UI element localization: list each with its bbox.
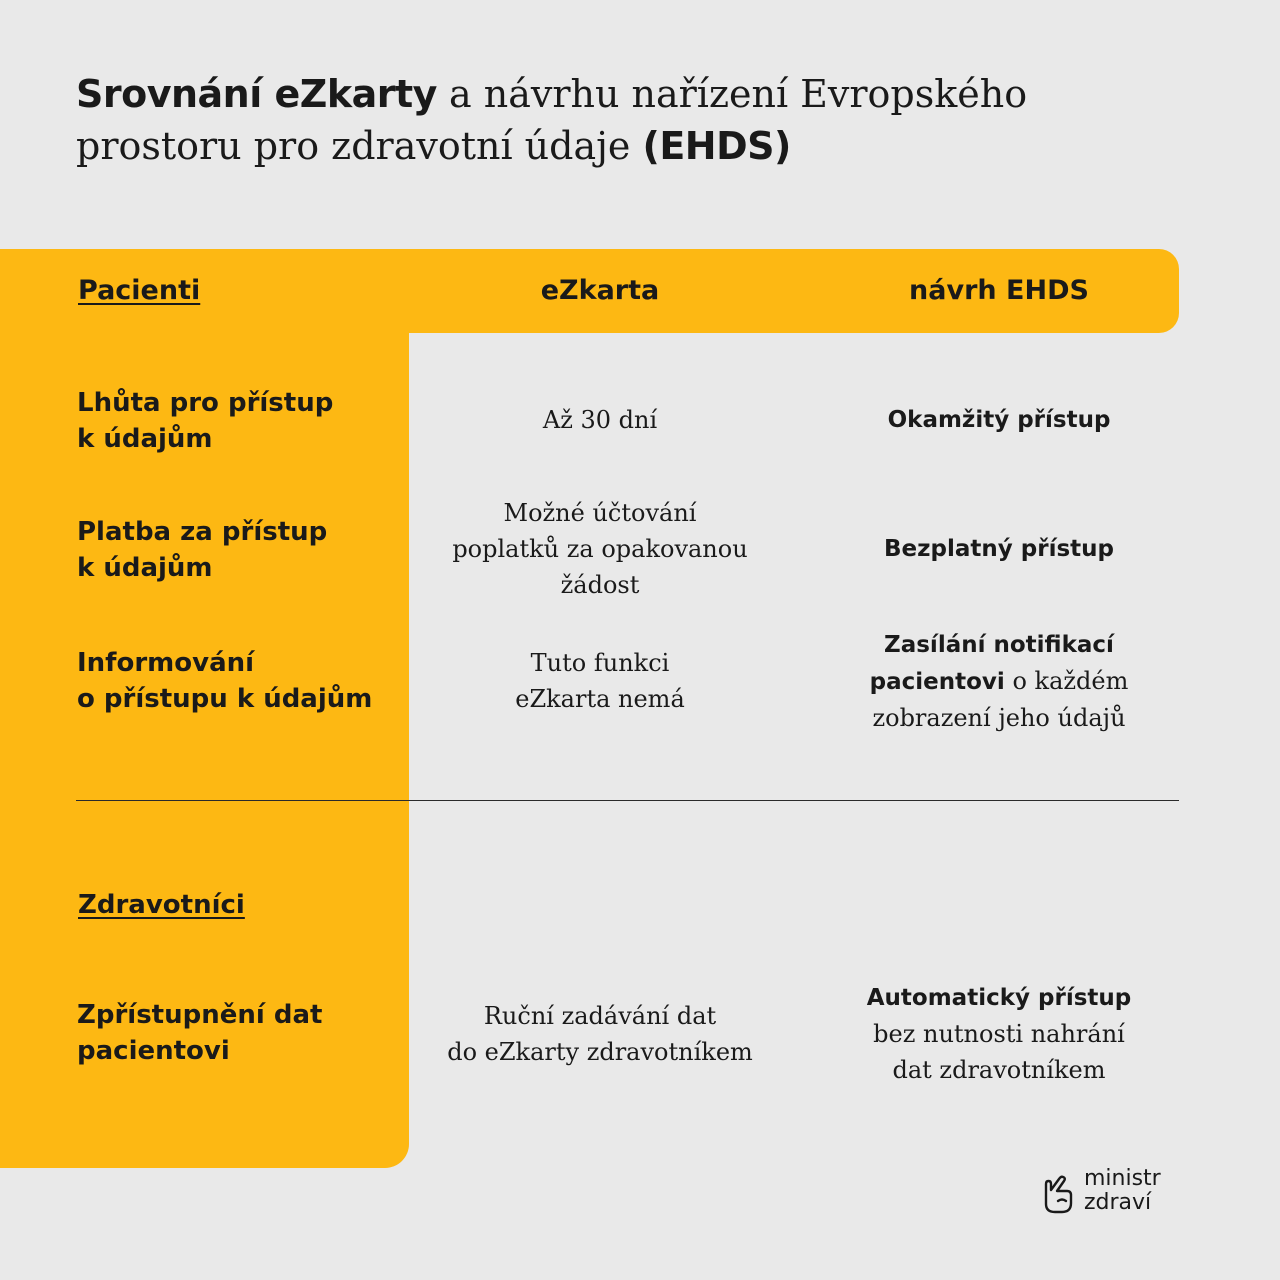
title-bold-part: Srovnání eZkarty: [76, 72, 437, 116]
row-label-access-notification: Informování o přístupu k údajům: [77, 648, 373, 714]
column-header-ezkarta: eZkarta: [540, 275, 660, 306]
cell-ezkarta-access-period: Až 30 dní: [542, 406, 658, 434]
cell-ehds-access-notification: Zasílání notifikací pacientovi o každém …: [869, 632, 1129, 732]
section-heading-patients: Pacienti: [78, 275, 201, 306]
brand-wordmark: ministr zdraví: [1084, 1166, 1161, 1215]
row-label-access-fee: Platba za přístup k údajům: [77, 517, 328, 583]
section-heading-professionals: Zdravotníci: [78, 890, 245, 920]
cell-ehds-access-period: Okamžitý přístup: [887, 407, 1111, 433]
cell-ezkarta-access-fee: Možné účtování poplatků za opakovanou žá…: [452, 499, 748, 599]
cell-ezkarta-access-notification: Tuto funkci eZkarta nemá: [515, 649, 685, 713]
title-regular-part: a návrhu nařízení Evropského prostoru pr…: [76, 72, 1028, 168]
cell-ezkarta-data-availability: Ruční zadávání dat do eZkarty zdravotník…: [447, 1002, 753, 1066]
cell-ehds-data-availability: Automatický přístup bez nutnosti nahrání…: [866, 985, 1132, 1084]
row-label-access-period: Lhůta pro přístup k údajům: [77, 388, 334, 454]
hand-icon: [1044, 1175, 1073, 1214]
title-abbreviation: (EHDS): [642, 124, 791, 168]
section-divider: [76, 800, 1179, 801]
row-label-column: [0, 249, 409, 1168]
brand-logo: ministr zdraví: [1040, 1167, 1190, 1219]
column-header-ehds: návrh EHDS: [909, 275, 1089, 306]
cell-ehds-access-fee: Bezplatný přístup: [884, 536, 1114, 562]
row-label-data-availability: Zpřístupnění dat pacientovi: [77, 1000, 323, 1066]
page-title: Srovnání eZkarty a návrhu nařízení Evrop…: [76, 68, 1196, 172]
